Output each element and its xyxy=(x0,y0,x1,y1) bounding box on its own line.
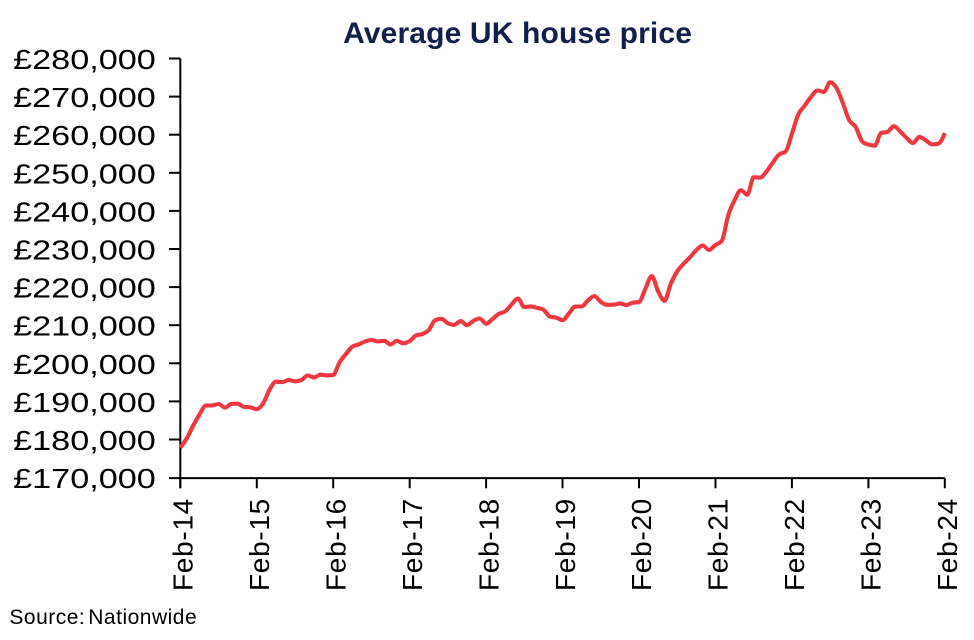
svg-text:£180,000: £180,000 xyxy=(13,425,156,456)
svg-text:£190,000: £190,000 xyxy=(13,387,156,418)
svg-text:£260,000: £260,000 xyxy=(13,120,156,151)
svg-text:£210,000: £210,000 xyxy=(13,311,156,342)
svg-text:Feb-23: Feb-23 xyxy=(856,498,887,591)
svg-text:£220,000: £220,000 xyxy=(13,273,156,304)
svg-text:£280,000: £280,000 xyxy=(13,44,156,75)
svg-text:£230,000: £230,000 xyxy=(13,234,156,265)
svg-text:Feb-15: Feb-15 xyxy=(244,498,275,591)
svg-text:Average UK house price: Average UK house price xyxy=(343,17,692,50)
svg-text:Feb-20: Feb-20 xyxy=(626,498,657,591)
svg-text:Feb-17: Feb-17 xyxy=(397,498,428,591)
svg-text:£250,000: £250,000 xyxy=(13,158,156,189)
svg-text:Feb-18: Feb-18 xyxy=(473,498,504,591)
svg-text:Feb-16: Feb-16 xyxy=(320,498,351,591)
svg-text:£270,000: £270,000 xyxy=(13,82,156,113)
svg-text:Feb-22: Feb-22 xyxy=(779,498,810,591)
svg-text:Feb-19: Feb-19 xyxy=(550,498,581,591)
svg-text:£200,000: £200,000 xyxy=(13,349,156,380)
svg-text:Source:Nationwide: Source: Nationwide xyxy=(9,606,197,629)
svg-text:£170,000: £170,000 xyxy=(13,463,156,494)
svg-text:Feb-24: Feb-24 xyxy=(932,498,963,591)
svg-text:Feb-14: Feb-14 xyxy=(168,498,199,591)
svg-text:£240,000: £240,000 xyxy=(13,196,156,227)
svg-text:Feb-21: Feb-21 xyxy=(703,498,734,591)
